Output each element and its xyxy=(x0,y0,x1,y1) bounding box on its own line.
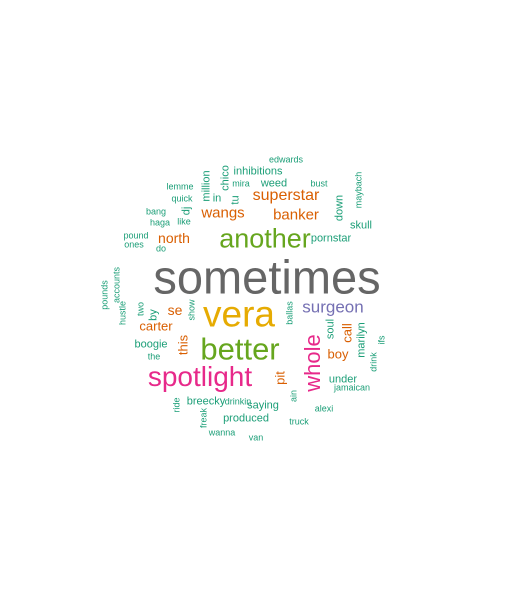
cloud-word: vera xyxy=(203,293,275,335)
cloud-word: call xyxy=(339,323,355,343)
cloud-word: weed xyxy=(260,177,288,190)
cloud-word: wanna xyxy=(208,427,236,438)
cloud-word: marilyn xyxy=(355,322,368,358)
cloud-word: wangs xyxy=(201,204,245,222)
cloud-word: under xyxy=(328,373,358,386)
cloud-word: pit xyxy=(272,371,288,385)
cloud-word: van xyxy=(248,432,264,443)
cloud-word: down xyxy=(333,194,346,222)
cloud-word: drink xyxy=(368,352,379,372)
cloud-word: show xyxy=(186,299,197,321)
cloud-word: ifs xyxy=(376,335,387,345)
cloud-word: by xyxy=(147,309,160,321)
cloud-word: produced xyxy=(223,412,269,425)
cloud-word: freak xyxy=(198,407,209,429)
cloud-word: quick xyxy=(171,193,193,204)
cloud-word: ride xyxy=(171,397,182,413)
cloud-word: another xyxy=(219,223,311,254)
cloud-word: truck xyxy=(289,416,309,427)
cloud-word: superstar xyxy=(252,187,320,204)
cloud-word: do xyxy=(155,243,167,254)
cloud-word: edwards xyxy=(268,154,304,165)
cloud-word: ain xyxy=(288,389,299,403)
cloud-word: north xyxy=(158,230,190,246)
cloud-word: jamaican xyxy=(333,382,371,393)
cloud-word: two xyxy=(135,301,146,317)
cloud-word: breecky xyxy=(186,395,226,408)
cloud-word: soul xyxy=(324,318,337,340)
cloud-word: dj xyxy=(180,206,193,216)
cloud-word: skull xyxy=(349,219,373,232)
cloud-word: banker xyxy=(273,206,319,224)
cloud-word: in xyxy=(212,192,222,205)
cloud-word: pounds xyxy=(99,280,110,310)
cloud-word: accounts xyxy=(111,266,122,304)
cloud-word: surgeon xyxy=(302,297,364,317)
cloud-word: pornstar xyxy=(310,232,352,245)
cloud-word: pound xyxy=(123,230,149,241)
cloud-word: tu xyxy=(229,195,242,205)
cloud-word: spotlight xyxy=(147,361,253,392)
cloud-word: sometimes xyxy=(153,250,381,304)
cloud-word: hustle xyxy=(117,300,128,326)
cloud-word: carter xyxy=(139,318,173,334)
cloud-word: like xyxy=(177,216,191,227)
cloud-word: bust xyxy=(310,178,328,189)
cloud-word: haga xyxy=(149,217,171,228)
cloud-word: mira xyxy=(232,178,250,189)
cloud-word: alexi xyxy=(314,403,334,414)
cloud-word: million xyxy=(200,170,213,202)
cloud-word: drinkin xyxy=(224,396,252,407)
cloud-word: bang xyxy=(145,206,167,217)
cloud-word: ballas xyxy=(284,301,295,325)
cloud-word: ones xyxy=(124,239,144,250)
cloud-word: boy xyxy=(327,346,349,362)
cloud-word: chico xyxy=(219,165,232,191)
cloud-word: maybach xyxy=(353,171,364,209)
cloud-word: the xyxy=(147,351,161,362)
cloud-word: se xyxy=(167,302,183,318)
cloud-word: boogie xyxy=(134,338,168,351)
cloud-word: whole xyxy=(300,334,325,392)
cloud-word: lemme xyxy=(166,181,194,192)
cloud-word: this xyxy=(175,334,191,356)
cloud-word: better xyxy=(200,331,280,367)
cloud-word: saying xyxy=(247,399,279,412)
cloud-word: inhibitions xyxy=(233,165,283,178)
